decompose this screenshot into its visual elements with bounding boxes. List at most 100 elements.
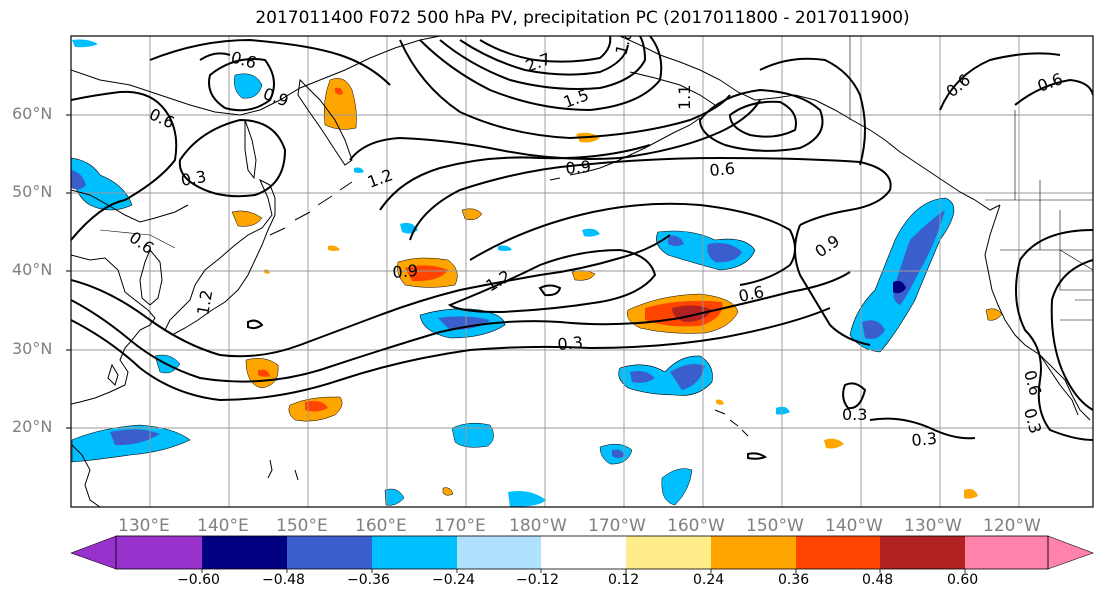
contour-line — [939, 52, 1061, 111]
contour-label: 0.6 — [146, 104, 177, 132]
colorbar-tick-label: 0.48 — [862, 572, 894, 588]
colorbar-tick-label: 0.36 — [778, 572, 810, 588]
precip-blob — [323, 78, 357, 130]
baja — [1039, 354, 1079, 416]
precip-blob — [354, 167, 364, 173]
colorbar-segment — [880, 536, 965, 569]
contour-line — [728, 100, 797, 138]
precip-blob — [442, 487, 454, 496]
korea-coast — [139, 249, 163, 306]
precip-blob — [776, 406, 790, 415]
colorbar-arrow-left — [70, 535, 117, 570]
precip-blob — [893, 210, 945, 305]
lon-label: 150°E — [276, 516, 328, 536]
lon-label: 120°W — [983, 516, 1041, 536]
precip-blob — [305, 400, 328, 412]
precip-blob — [438, 316, 490, 330]
contour-label: 0.3 — [911, 429, 938, 450]
lat-label: 20°N — [12, 417, 53, 436]
contour-line — [794, 224, 871, 346]
contour-line — [349, 99, 761, 161]
gridlines — [71, 36, 1093, 507]
contour-label: 0.9 — [392, 261, 419, 282]
map-title: 2017011400 F072 500 hPa PV, precipitatio… — [255, 8, 910, 28]
contour-line — [747, 452, 768, 460]
contour-line — [439, 36, 647, 90]
lon-label: 130°W — [904, 516, 962, 536]
precip-blob — [72, 39, 98, 48]
colorbar-tick-label: −0.60 — [177, 572, 220, 588]
alaska-coast — [629, 71, 716, 106]
colorbar-segment — [202, 536, 287, 569]
contour-line — [379, 144, 651, 211]
lat-label: 40°N — [12, 260, 53, 279]
kamchatka-coast — [297, 78, 353, 166]
contour-label: 1.8 — [612, 28, 637, 58]
lon-label: 140°E — [197, 516, 249, 536]
kuril-islands — [269, 181, 353, 236]
contour-line — [759, 57, 866, 166]
colorbar-arrow-right — [1047, 535, 1094, 570]
contour-line — [399, 39, 731, 140]
lon-label: 160°W — [667, 516, 725, 536]
small-islands — [267, 459, 299, 481]
contour-label: 2.7 — [523, 49, 553, 76]
map-content: 0.6 0.9 0.6 0.3 1.2 0.6 2.7 1.5 1.8 1.1 … — [71, 28, 1093, 507]
contour-label: 0.3 — [557, 333, 584, 354]
contour-line — [247, 319, 264, 330]
precip-blob — [893, 280, 906, 294]
colorbar-segment — [287, 536, 372, 569]
lon-label: 160°E — [355, 516, 407, 536]
contour-line — [409, 156, 892, 241]
colorbar-segment — [796, 536, 880, 569]
colorbar-segment — [541, 536, 626, 569]
contour-label: 0.9 — [811, 231, 843, 261]
precip-blob — [71, 157, 133, 211]
philippines — [71, 444, 101, 507]
precip-blob — [571, 270, 596, 281]
sakhalin-coast — [244, 119, 257, 180]
lon-label: 180°W — [509, 516, 567, 536]
us-coast — [984, 204, 1091, 421]
colorbar-tick-label: 0.60 — [947, 572, 979, 588]
contour-label: 0.6 — [709, 159, 736, 180]
contour-line — [1015, 229, 1093, 441]
aleutian-islands — [549, 117, 701, 181]
contour-line — [71, 90, 178, 241]
contour-line — [419, 36, 663, 112]
contour-label: 0.6 — [229, 48, 259, 73]
precip-blob — [670, 364, 705, 390]
contour-label: 0.9 — [565, 157, 592, 178]
hawaii — [714, 409, 749, 437]
contour-label: 1.1 — [675, 85, 694, 110]
precip-blob — [461, 208, 483, 221]
lon-label: 170°E — [434, 516, 486, 536]
lon-label: 140°W — [825, 516, 883, 536]
precip-blob — [498, 245, 512, 251]
precip-blob — [582, 228, 600, 237]
japan-coast — [164, 178, 276, 336]
coastlines — [71, 36, 1091, 507]
precip-blob — [964, 488, 978, 499]
colorbar-segment — [457, 536, 541, 569]
precip-blob — [862, 320, 885, 339]
colorbar-segment — [116, 536, 202, 569]
precip-blob — [707, 243, 742, 263]
contour-line — [479, 36, 612, 63]
colorbar — [70, 535, 1094, 573]
colorbar-segment — [711, 536, 796, 569]
pv-contours — [71, 36, 1093, 460]
precip-blob — [384, 488, 405, 506]
colorbar-tick-label: 0.12 — [608, 572, 640, 588]
lon-label: 170°W — [588, 516, 646, 536]
contour-line — [1050, 259, 1093, 411]
contour-line — [842, 382, 867, 410]
asia-coast — [71, 189, 189, 223]
contour-label: 0.9 — [261, 84, 291, 111]
precip-blob — [405, 265, 448, 282]
precip-blob — [612, 449, 625, 458]
contour-label: 1.2 — [365, 165, 395, 192]
precip-blob — [231, 210, 263, 227]
alaska-coast — [619, 36, 1001, 211]
russia-coast — [71, 36, 441, 116]
